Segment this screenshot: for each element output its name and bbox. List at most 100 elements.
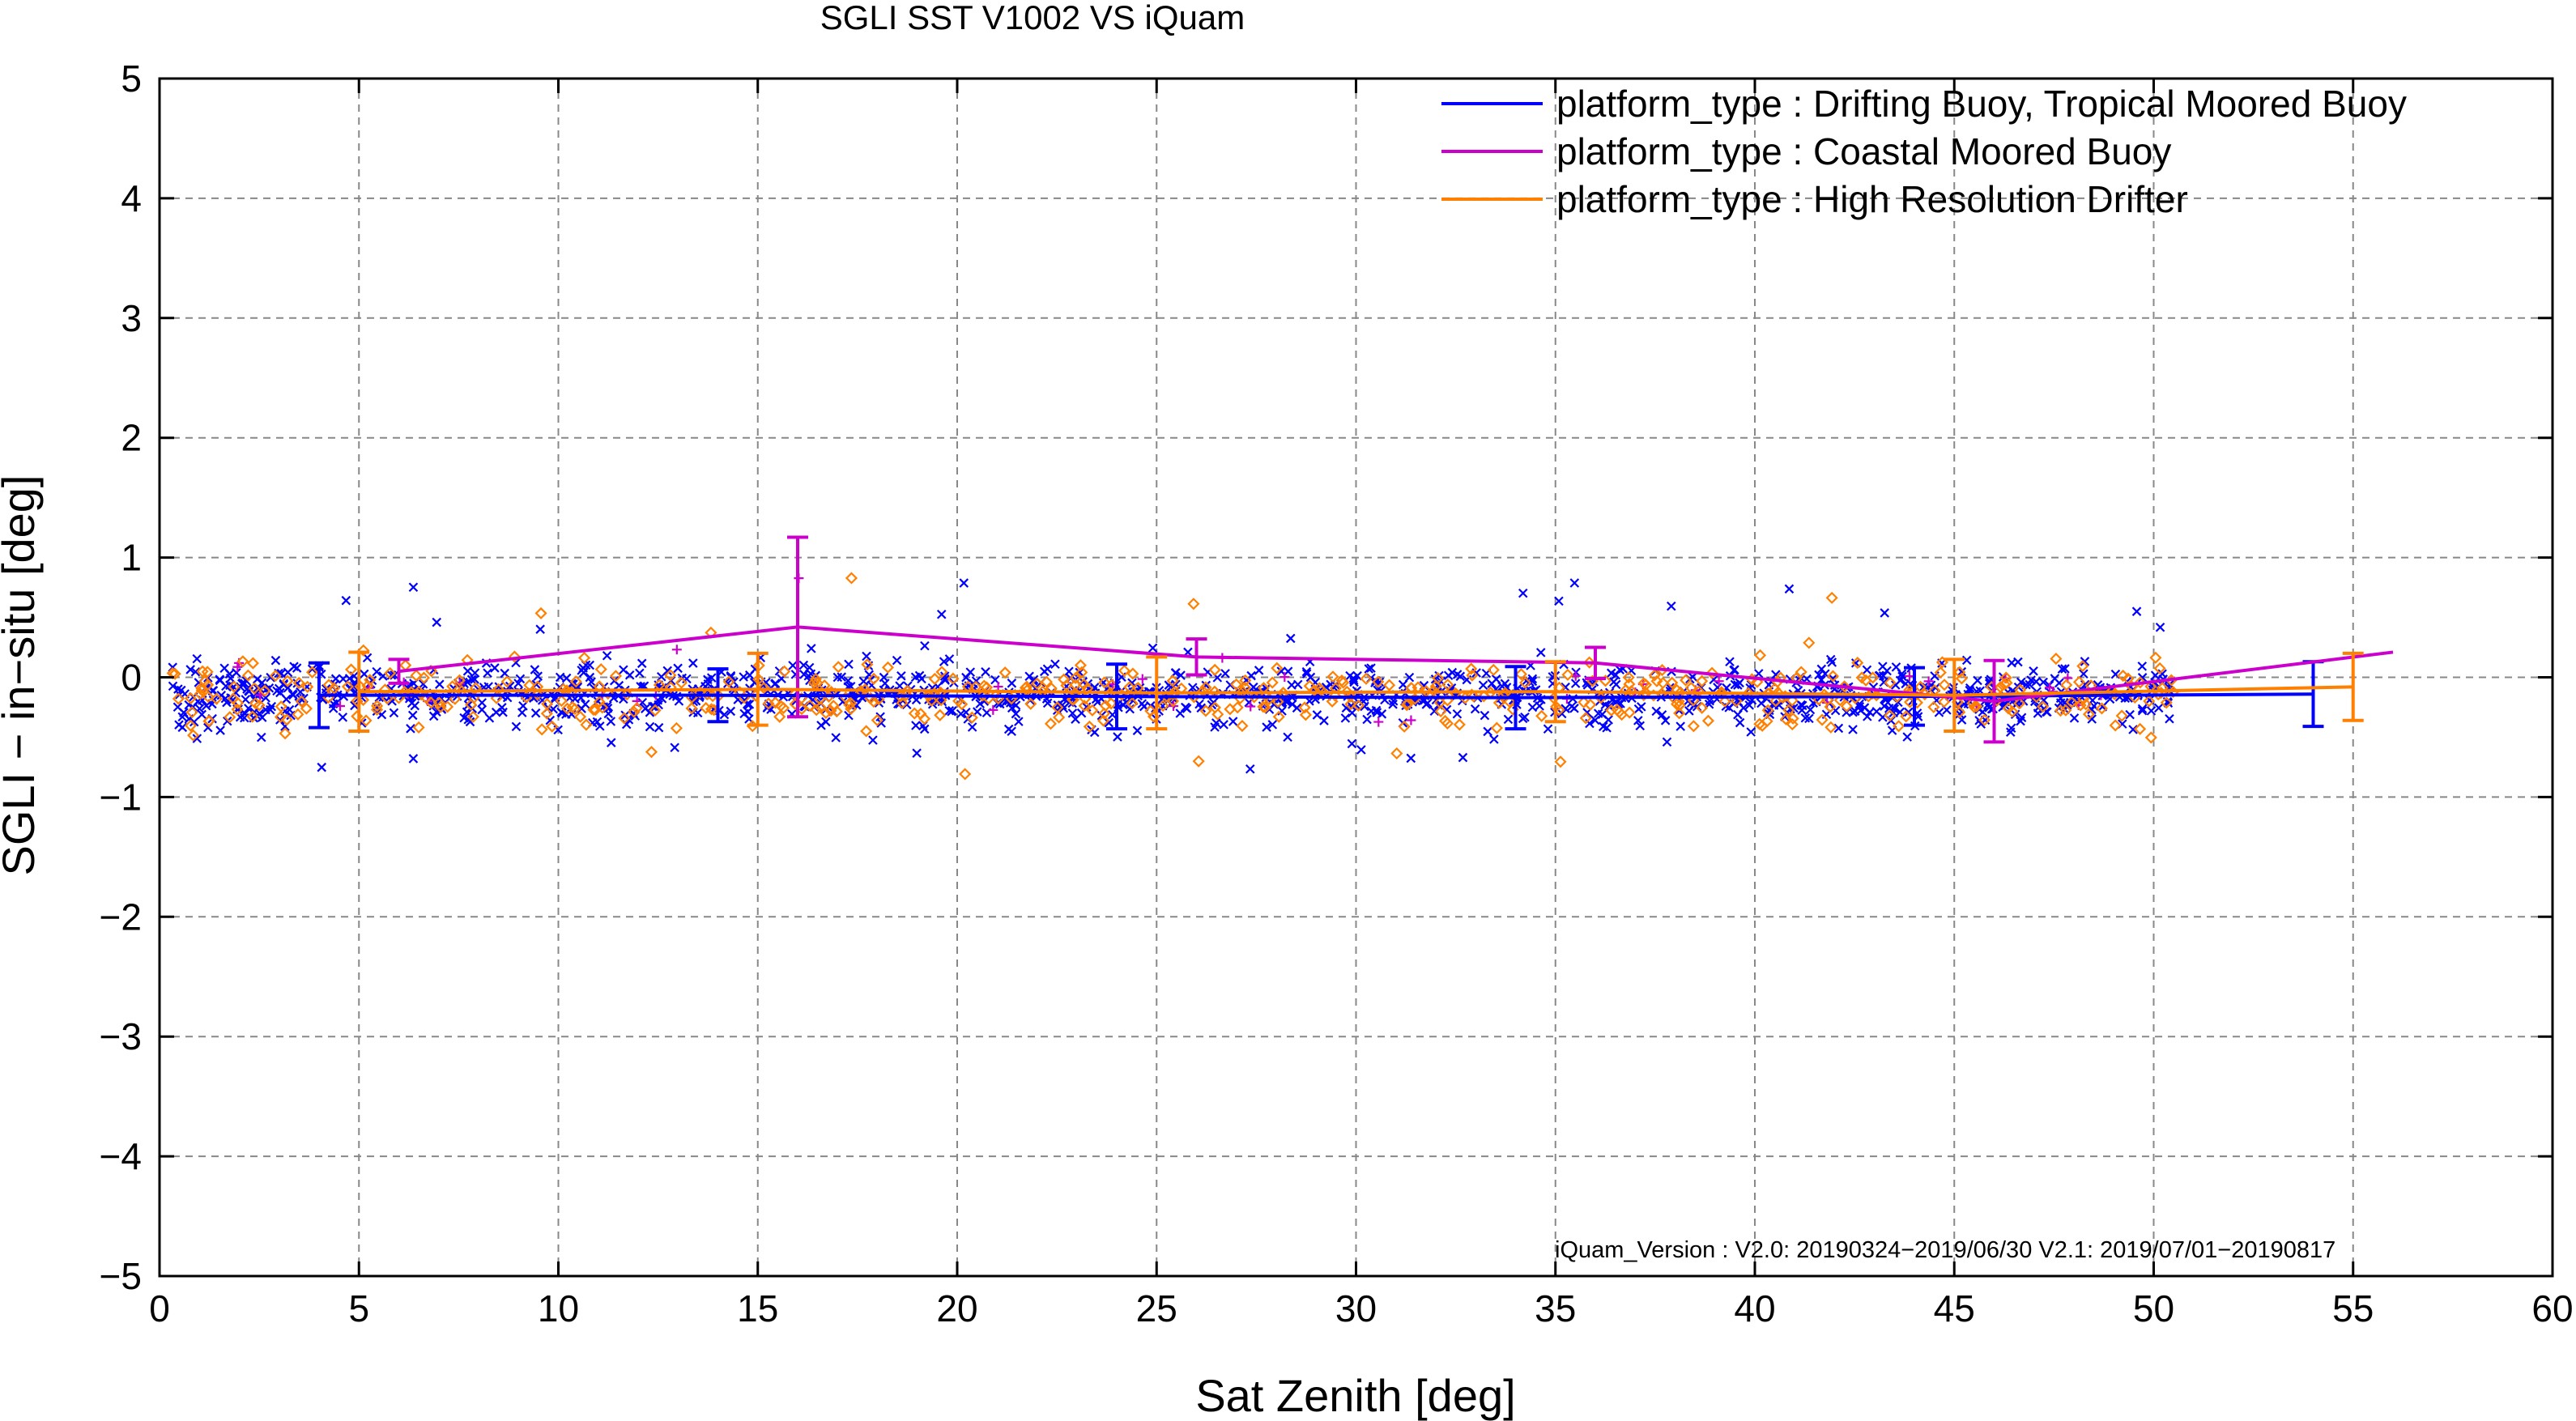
mean-line-series (348, 650, 2364, 734)
scatter-point (1554, 755, 1567, 768)
scatter-point (292, 708, 304, 721)
x-tick-label: 60 (2531, 1287, 2573, 1330)
scatter-point (578, 663, 588, 673)
scatter-point (1360, 672, 1373, 685)
scatter-point (947, 706, 957, 716)
scatter-point (2157, 669, 2167, 679)
y-tick-label: 3 (121, 297, 142, 339)
y-axis-label: SGLI − in−situ [deg] (0, 475, 44, 876)
scatter-point (1696, 701, 1709, 714)
scatter-point (359, 669, 369, 679)
scatter-point (279, 680, 289, 690)
scatter-point (912, 748, 922, 758)
scatter-point (1660, 716, 1671, 725)
scatter-point (1125, 704, 1135, 714)
x-tick-label: 40 (1734, 1287, 1775, 1330)
scatter-point (2006, 705, 2019, 718)
scatter-point (1283, 732, 1292, 742)
scatter-point (1192, 755, 1205, 768)
scatter-point (1730, 695, 1743, 708)
scatter-point (535, 723, 548, 736)
scatter-point (989, 689, 1003, 702)
scatter-point (1859, 674, 1872, 687)
scatter-point (1398, 720, 1411, 733)
scatter-point (257, 713, 267, 722)
scatter-point (215, 674, 225, 684)
scatter-point (408, 754, 419, 764)
scatter-point (410, 669, 423, 682)
scatter-point (555, 672, 565, 683)
scatter-point (1561, 668, 1574, 681)
scatter-point (1675, 721, 1685, 731)
scatter-point (330, 674, 341, 684)
scatter-point (2153, 662, 2166, 675)
scatter-point (587, 703, 600, 717)
scatter-point (407, 710, 418, 721)
scatter-point (798, 660, 809, 670)
scatter-point (1970, 700, 1983, 713)
scatter-point (773, 710, 786, 723)
scatter-point (2137, 662, 2148, 671)
scatter-point (244, 704, 253, 713)
x-tick-label: 5 (348, 1287, 369, 1330)
scatter-point (1816, 713, 1829, 726)
scatter-point (1362, 714, 1372, 725)
scatter-point (334, 701, 345, 712)
scatter-point (2080, 657, 2090, 666)
scatter-point (1786, 718, 1799, 731)
scatter-point (1862, 665, 1872, 675)
scatter-point (645, 721, 655, 732)
scatter-point (535, 624, 545, 634)
scatter-point (219, 663, 229, 673)
scatter-point (1040, 675, 1053, 688)
scatter-point (1543, 724, 1553, 734)
scatter-point (2134, 676, 2147, 689)
scatter-point (2007, 657, 2016, 668)
scatter-point (585, 660, 595, 670)
scatter-point (1044, 717, 1058, 730)
scatter-point (1746, 727, 1756, 737)
scatter-point (580, 718, 593, 731)
scatter-point (2077, 692, 2090, 705)
scatter-point (1927, 700, 1940, 713)
scatter-point (1973, 675, 1982, 686)
scatter-point (614, 680, 624, 691)
scatter-point (1406, 753, 1416, 764)
scatter-point (1897, 669, 1907, 679)
scatter-point (743, 707, 753, 717)
scatter-point (1518, 713, 1528, 724)
scatter-point (1196, 703, 1207, 713)
scatter-point (843, 675, 854, 686)
scatter-point (1998, 678, 2011, 691)
scatter-point (1904, 671, 1914, 682)
scatter-point (246, 710, 259, 723)
scatter-point (2057, 664, 2067, 674)
scatter-point (1312, 710, 1322, 720)
scatter-point (2016, 713, 2027, 723)
y-tick-label: −5 (100, 1255, 142, 1297)
scatter-point (389, 708, 399, 718)
scatter-point (1279, 672, 1290, 683)
mean-line (359, 685, 2353, 697)
scatter-point (1007, 703, 1017, 713)
scatter-point (1656, 676, 1670, 690)
scatter-point (341, 680, 354, 693)
scatter-point (606, 717, 616, 726)
scatter-point (2038, 677, 2048, 687)
scatter-point (1366, 706, 1377, 717)
scatter-point (1650, 674, 1663, 687)
legend-label: platform_type : High Resolution Drifter (1556, 178, 2188, 220)
scatter-point (546, 720, 559, 733)
scatter-point (762, 697, 775, 710)
scatter-point (1301, 669, 1312, 679)
scatter-point (477, 704, 487, 715)
scatter-point (577, 704, 586, 713)
scatter-point (1635, 721, 1646, 731)
scatter-point (1527, 702, 1538, 713)
scatter-point (1064, 666, 1074, 677)
scatter-point (428, 711, 439, 721)
scatter-point (1071, 714, 1080, 724)
scatter-point (477, 698, 487, 708)
scatter-point (1349, 677, 1359, 687)
scatter-point (1602, 723, 1612, 733)
